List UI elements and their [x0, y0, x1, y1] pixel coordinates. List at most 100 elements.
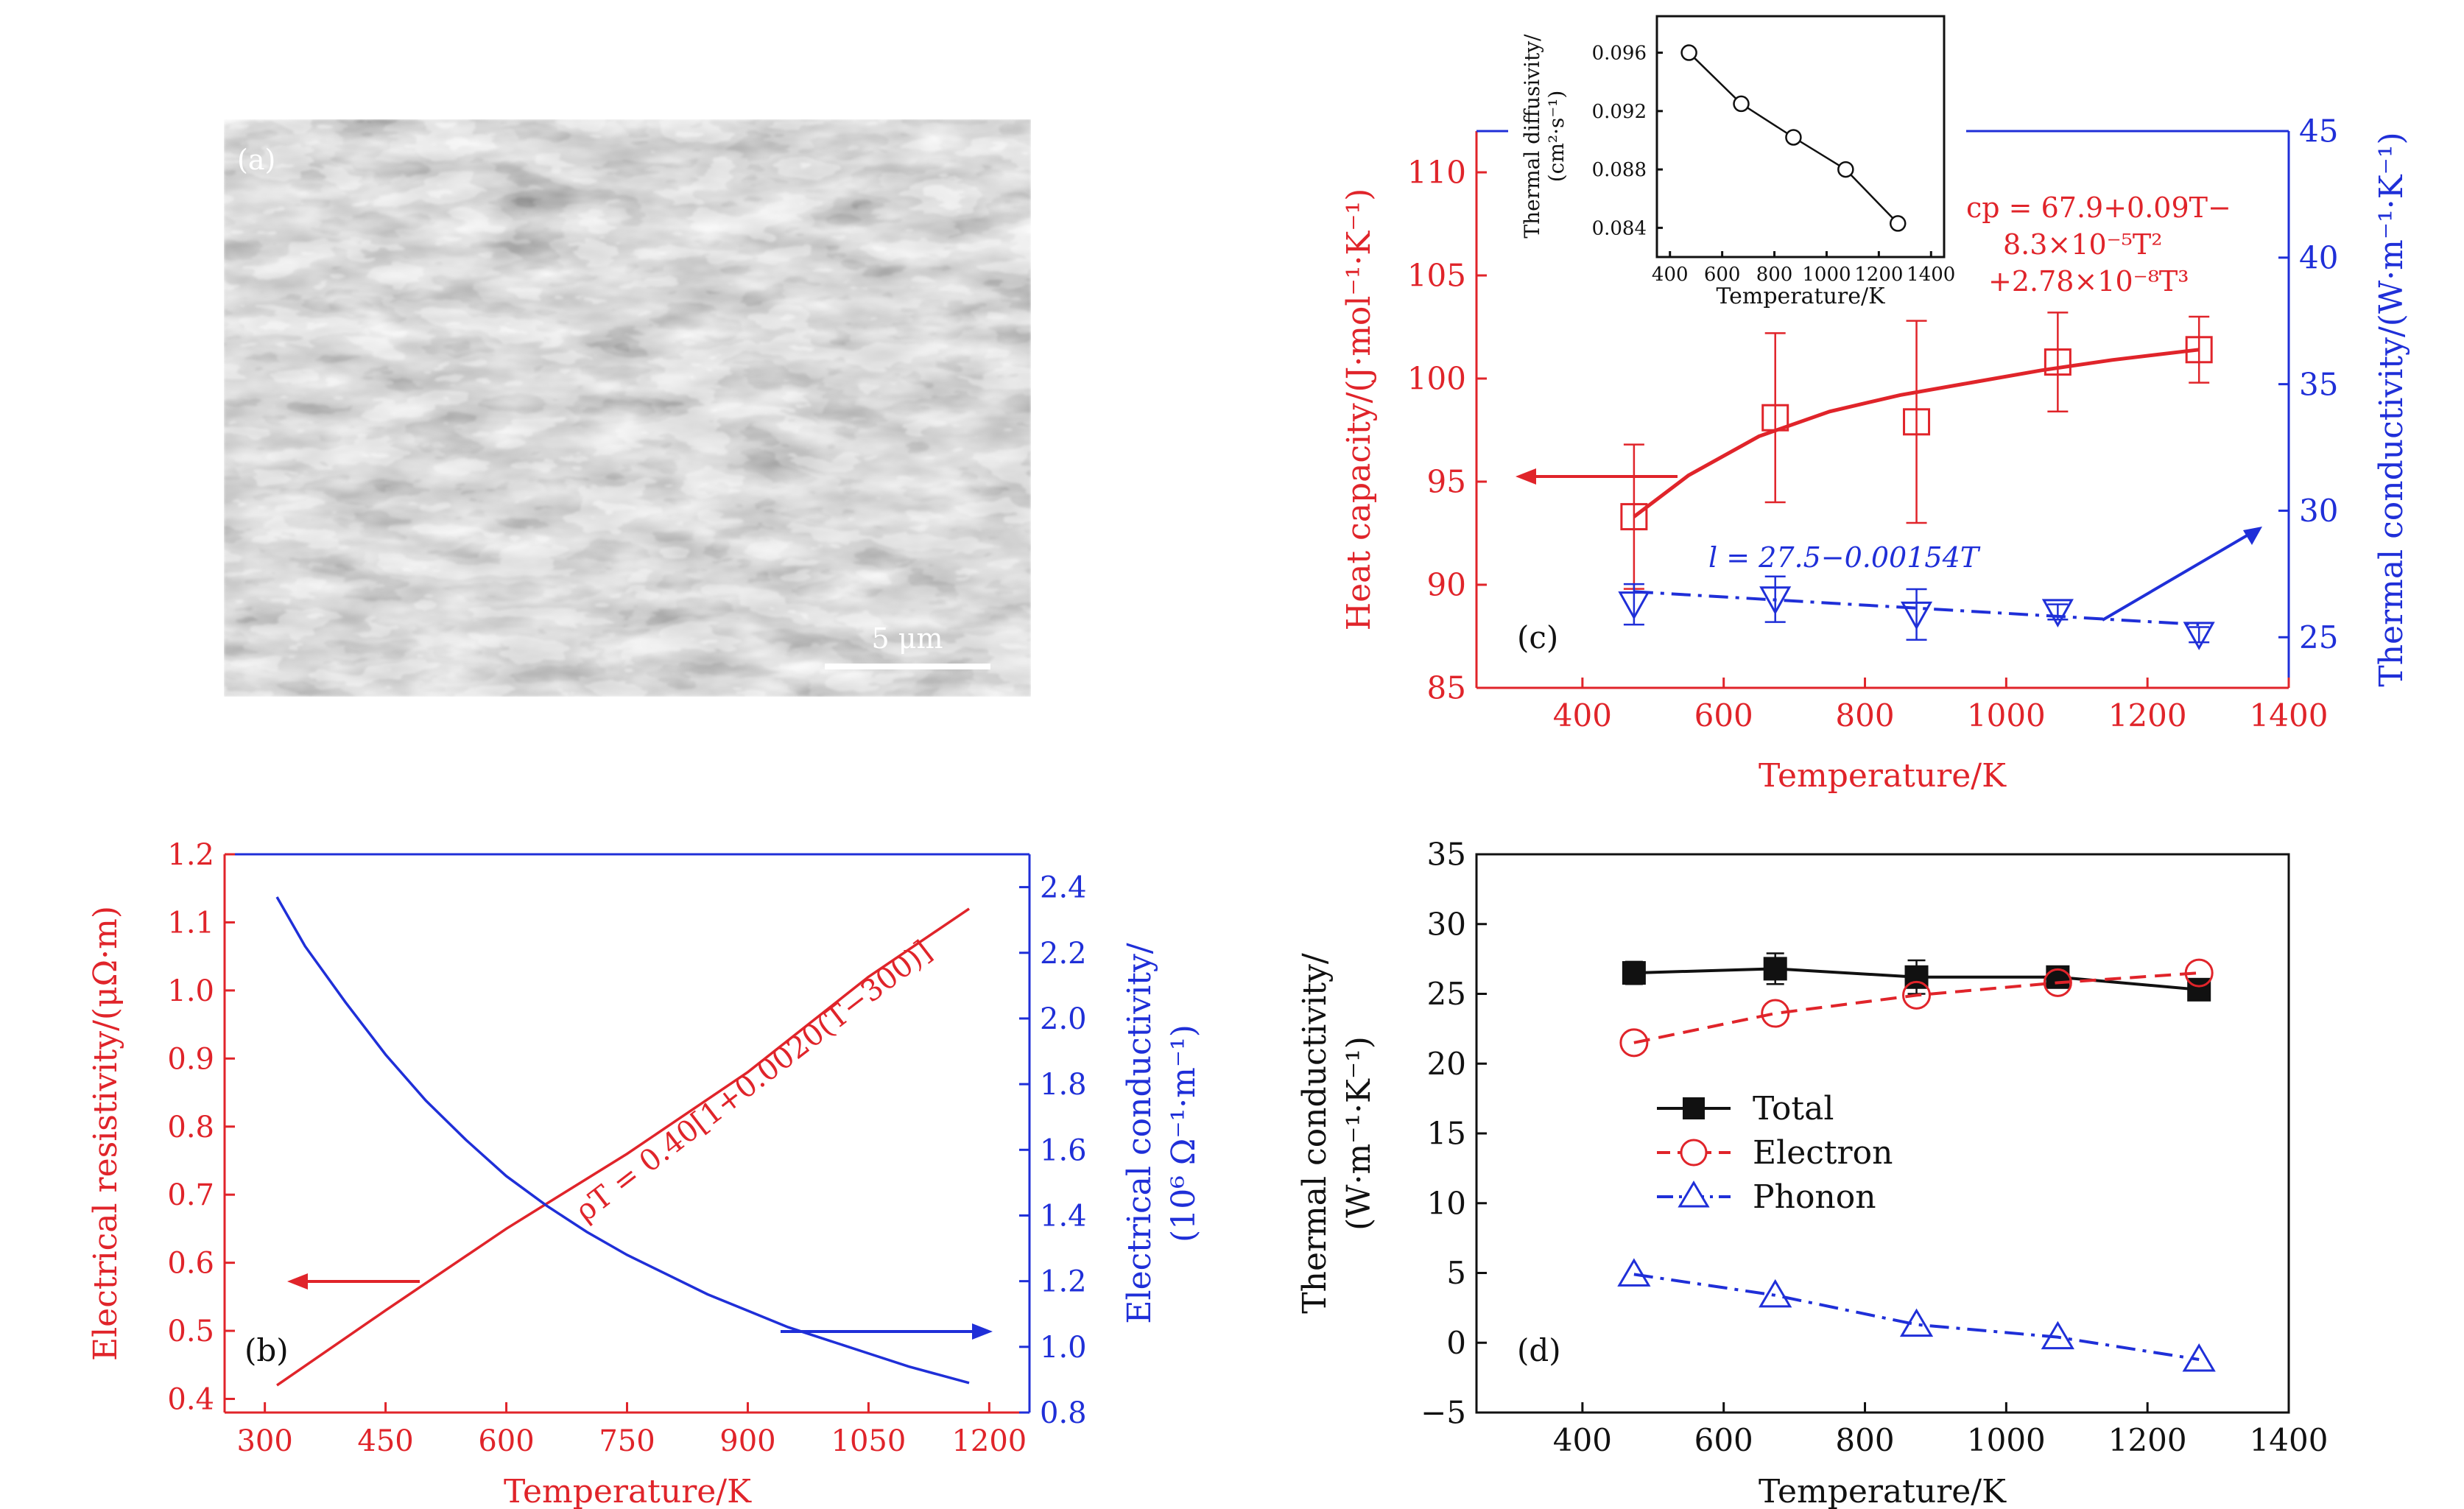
- panel-b-x-tick-label: 900: [719, 1424, 775, 1458]
- series-phonon-point: [2041, 1320, 2074, 1350]
- l-formula: l = 27.5−0.00154T: [1708, 541, 1981, 574]
- panel-d-ylabel-line1: Thermal conductivity/: [1296, 953, 1334, 1314]
- cp-point: [1903, 408, 1931, 436]
- legend-phonon-marker: [1678, 1181, 1710, 1208]
- panel-d-x-tick-label: 1200: [2108, 1422, 2187, 1458]
- panel-c-x-tick-label: 1400: [2250, 697, 2329, 734]
- panel-c-x-tick-label: 600: [1694, 697, 1753, 734]
- panel-b-yleft-tick-label: 1.1: [167, 906, 214, 940]
- panel-b-ylabel-right-line1: Electrical conductivity/: [1121, 943, 1158, 1323]
- panel-c-inset: 400 600 800 1000 1200 1400 0.084 0.088 0.092 0.09…: [1520, 15, 1955, 309]
- legend-item-total: Total: [1657, 1090, 1834, 1128]
- panel-d-frame: [1475, 853, 2290, 1414]
- series-phonon-point: [2182, 1343, 2216, 1372]
- series-total-point: [1763, 957, 1787, 981]
- panel-c-ylabel-right: Thermal conductivity/(W·m⁻¹·K⁻¹): [2373, 132, 2410, 686]
- series-electron-point: [1761, 999, 1790, 1028]
- panel-c-yleft-tick-label: 110: [1407, 155, 1466, 191]
- cp-formula-line2: 8.3×10⁻⁵T²: [2003, 228, 2163, 261]
- panel-d-xlabel: Temperature/K: [1759, 1473, 2007, 1509]
- inset-xlabel: Temperature/K: [1716, 284, 1885, 309]
- legend-phonon-label: Phonon: [1753, 1178, 1876, 1216]
- panel-c-yleft-tick-label: 95: [1427, 464, 1466, 500]
- legend-electron-label: Electron: [1753, 1134, 1893, 1172]
- cp-point: [1620, 503, 1648, 531]
- inset-y-tick-label: 0.096: [1592, 43, 1647, 65]
- panel-b-yleft-tick-label: 0.8: [167, 1111, 214, 1144]
- inset-x-tick-label: 800: [1756, 264, 1793, 286]
- series-electron-line: [1633, 971, 2200, 1044]
- panel-c-yright-tick-label: 35: [2299, 366, 2338, 402]
- tc-point: [1900, 601, 1933, 630]
- panel-b-xlabel: Temperature/K: [504, 1473, 752, 1509]
- panel-b-yleft-tick-label: 1.2: [167, 838, 214, 872]
- resistivity-formula: ρT = 0.40[1+0.0020(T−300)]: [569, 935, 938, 1228]
- panel-b-yright-tick-label: 1.2: [1040, 1265, 1087, 1299]
- panel-d-y-tick-label: 30: [1427, 906, 1466, 942]
- series-total-point: [1622, 961, 1646, 985]
- panel-d-x-tick-label: 1000: [1967, 1422, 2046, 1458]
- panel-b-x-tick-label: 1200: [951, 1424, 1027, 1458]
- panel-d-label: (d): [1517, 1332, 1561, 1368]
- panel-b-x-tick-label: 300: [236, 1424, 292, 1458]
- panel-c-x-tick-label: 1000: [1967, 697, 2046, 734]
- panel-c-yleft-tick-label: 105: [1407, 258, 1466, 294]
- panel-c-xlabel: Temperature/K: [1759, 757, 2007, 795]
- panel-d-y-tick-label: 35: [1427, 837, 1466, 873]
- panel-c-yleft-tick-label: 100: [1407, 361, 1466, 397]
- series-electron-point: [2184, 958, 2214, 988]
- panel-d-y-tick-label: 15: [1427, 1116, 1466, 1152]
- panel-b-yright-tick-label: 2.0: [1040, 1002, 1087, 1036]
- panel-d-x-tick-label: 400: [1553, 1422, 1612, 1458]
- panel-d-y-tick-label: −5: [1421, 1395, 1466, 1431]
- diffusivity-point: [1680, 44, 1697, 61]
- panel-b-yleft-tick-label: 0.9: [167, 1042, 214, 1076]
- panel-b-yleft-tick-label: 0.6: [167, 1247, 214, 1281]
- inset-y-tick-label: 0.084: [1592, 217, 1647, 239]
- panel-b-ylabel-right-line2: (10⁶ Ω⁻¹·m⁻¹): [1165, 1024, 1203, 1242]
- legend-item-phonon: Phonon: [1657, 1178, 1876, 1216]
- inset-x-tick-label: 400: [1652, 264, 1689, 286]
- tc-point: [2183, 622, 2215, 650]
- panel-b-yright-tick-label: 1.4: [1040, 1199, 1087, 1233]
- inset-y-tick-label: 0.092: [1592, 101, 1647, 123]
- panel-c-yright-tick-label: 40: [2299, 240, 2338, 276]
- panel-d-y-tick-label: 10: [1427, 1185, 1466, 1221]
- panel-c-yright-tick-label: 25: [2299, 619, 2338, 655]
- panel-b-yright-tick-label: 0.8: [1040, 1396, 1087, 1430]
- panel-c-yleft-tick-label: 85: [1427, 670, 1466, 706]
- cp-point: [1761, 404, 1789, 432]
- panel-b-yright-tick-label: 2.4: [1040, 871, 1087, 905]
- panel-d-x-tick-label: 1400: [2250, 1422, 2329, 1458]
- cp-formula-line1: cp = 67.9+0.09T−: [1966, 191, 2231, 224]
- diffusivity-point: [1785, 129, 1802, 146]
- series-phonon-point: [1617, 1258, 1651, 1287]
- series-electron-point: [2043, 968, 2072, 997]
- cp-fit-line: [1633, 348, 2200, 518]
- panel-d-legend: Total Electron Phonon: [1657, 1090, 1893, 1216]
- inset-ylabel-line1: Thermal diffusivity/: [1520, 34, 1544, 239]
- inset-x-tick-label: 1200: [1854, 264, 1903, 286]
- sem-image: [224, 119, 1031, 697]
- tc-axis-arrowhead: [2243, 527, 2262, 545]
- legend-total-label: Total: [1753, 1090, 1834, 1128]
- panel-b-yleft-tick-label: 0.4: [167, 1383, 214, 1417]
- tc-axis-arrow: [2101, 530, 2255, 622]
- panel-b-yright-tick-label: 2.2: [1040, 937, 1087, 971]
- tc-point: [1618, 591, 1650, 620]
- panel-d-y-tick-label: 5: [1446, 1255, 1466, 1291]
- series-phonon-line: [1633, 1273, 2200, 1361]
- panel-b-yleft-tick-label: 0.7: [167, 1178, 214, 1212]
- panel-c: 400 600 800 1000 1200 14008590951001051102530…: [1340, 15, 2410, 795]
- inset-y-tick-label: 0.088: [1592, 159, 1647, 181]
- panel-d: 400 600 800 1000 1200 1400 −5 0 5 10 15 20 25 30 35 (d…: [1296, 837, 2328, 1509]
- panel-b-x-tick-label: 1050: [831, 1424, 907, 1458]
- diffusivity-point: [1889, 215, 1907, 232]
- panel-b-yright-tick-label: 1.0: [1040, 1331, 1087, 1365]
- conductivity-axis-arrowhead: [972, 1323, 993, 1340]
- panel-b-yright-tick-label: 1.6: [1040, 1133, 1087, 1167]
- cp-formula-line3: +2.78×10⁻⁸T³: [1988, 265, 2189, 298]
- cp-axis-arrowhead: [1516, 468, 1536, 485]
- panel-d-x-tick-label: 800: [1835, 1422, 1894, 1458]
- conductivity-line: [275, 896, 970, 1385]
